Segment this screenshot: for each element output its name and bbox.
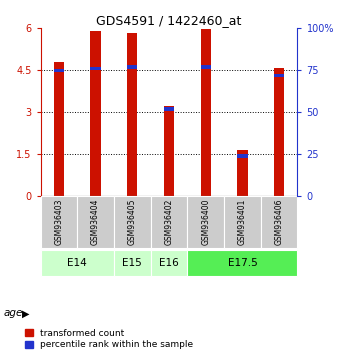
Bar [224, 196, 261, 248]
Text: GSM936402: GSM936402 [165, 199, 173, 245]
Text: E17.5: E17.5 [227, 258, 257, 268]
Bar [54, 69, 64, 72]
Text: GSM936403: GSM936403 [54, 199, 64, 245]
Text: GSM936400: GSM936400 [201, 199, 210, 245]
Bar [274, 74, 284, 77]
Bar [114, 196, 151, 248]
Text: ▶: ▶ [22, 308, 29, 318]
Text: E14: E14 [67, 258, 87, 268]
Text: E16: E16 [159, 258, 179, 268]
Bar [114, 250, 151, 276]
Bar [187, 196, 224, 248]
Text: age: age [3, 308, 23, 318]
Text: GSM936405: GSM936405 [128, 199, 137, 245]
Bar [151, 250, 187, 276]
Text: GSM936401: GSM936401 [238, 199, 247, 245]
Text: GSM936406: GSM936406 [274, 199, 284, 245]
Bar [77, 196, 114, 248]
Text: E15: E15 [122, 258, 142, 268]
Bar [54, 62, 64, 196]
Bar [200, 65, 211, 69]
Bar [41, 196, 77, 248]
Title: GDS4591 / 1422460_at: GDS4591 / 1422460_at [96, 14, 242, 27]
Bar [151, 196, 187, 248]
Bar [200, 29, 211, 196]
Bar [237, 154, 247, 158]
Legend: transformed count, percentile rank within the sample: transformed count, percentile rank withi… [25, 329, 193, 349]
Bar [91, 67, 101, 70]
Bar [41, 250, 114, 276]
Bar [187, 250, 297, 276]
Bar [164, 107, 174, 111]
Bar [274, 68, 284, 196]
Bar [237, 150, 247, 196]
Text: GSM936404: GSM936404 [91, 199, 100, 245]
Bar [261, 196, 297, 248]
Bar [127, 65, 138, 69]
Bar [164, 107, 174, 196]
Bar [127, 33, 138, 196]
Bar [91, 31, 101, 196]
